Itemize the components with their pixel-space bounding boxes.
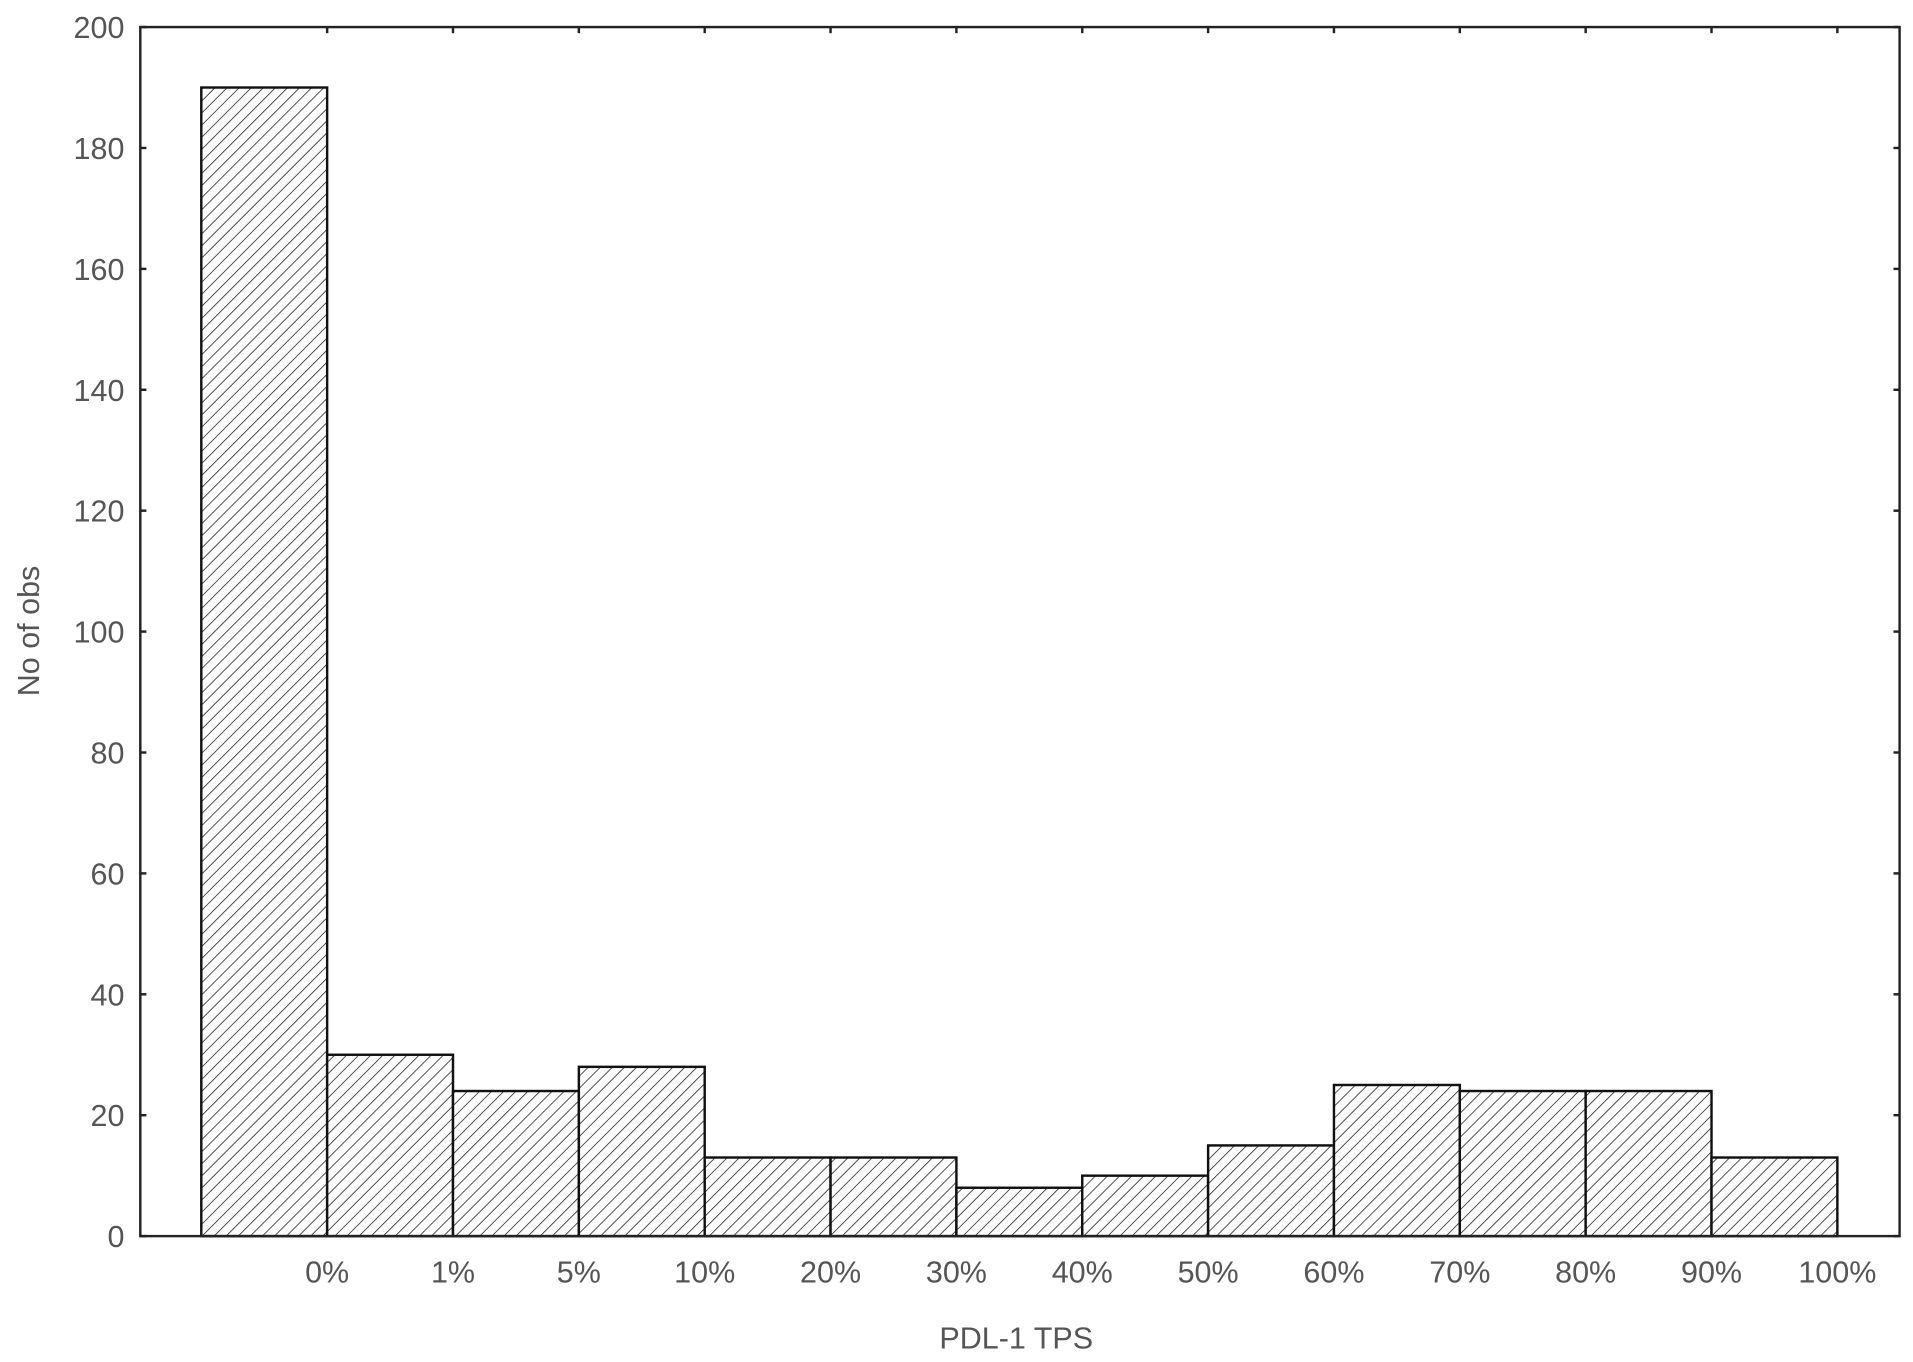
y-axis-label: No of obs <box>12 566 46 697</box>
x-tick-label: 10% <box>674 1255 735 1289</box>
y-tick-label: 140 <box>74 374 125 408</box>
bar-5% <box>451 1089 581 1238</box>
y-tick-label: 120 <box>74 495 125 529</box>
y-tick-label: 100 <box>74 616 125 650</box>
bar-0% <box>200 86 329 1238</box>
x-tick-label: 90% <box>1681 1255 1742 1289</box>
bar-10% <box>577 1065 706 1238</box>
x-tick-label: 0% <box>305 1255 349 1289</box>
bars <box>200 86 1839 1238</box>
y-axis: 0 20 40 60 80 100 120 140 160 180 200 <box>74 11 1900 1254</box>
bar-70% <box>1332 1083 1462 1238</box>
y-tick-label: 20 <box>91 1099 125 1133</box>
x-tick-label: 60% <box>1303 1255 1364 1289</box>
bar-60% <box>1206 1144 1336 1238</box>
bar-30% <box>829 1156 958 1238</box>
x-axis: 0% 1% 5% 10% 20% 30% 40% 50% 60% 70% 80% 90% 100% <box>305 27 1876 1289</box>
bar-80% <box>1458 1089 1587 1238</box>
y-tick-label: 40 <box>91 978 125 1012</box>
x-tick-label: 20% <box>800 1255 861 1289</box>
bar-90% <box>1584 1089 1713 1238</box>
y-tick-label: 0 <box>107 1220 124 1254</box>
x-axis-label: PDL-1 TPS <box>939 1321 1093 1355</box>
y-tick-label: 160 <box>74 253 125 287</box>
x-tick-label: 1% <box>431 1255 475 1289</box>
x-tick-label: 70% <box>1429 1255 1490 1289</box>
bar-50% <box>1081 1174 1210 1238</box>
y-tick-label: 60 <box>91 857 125 891</box>
x-tick-label: 5% <box>557 1255 601 1289</box>
bar-100% <box>1710 1156 1839 1238</box>
x-tick-label: 50% <box>1178 1255 1239 1289</box>
y-tick-label: 180 <box>74 132 125 166</box>
y-tick-label: 80 <box>91 736 125 770</box>
y-tick-label: 200 <box>74 11 125 45</box>
x-tick-label: 40% <box>1052 1255 1113 1289</box>
bar-20% <box>703 1156 832 1238</box>
x-tick-label: 80% <box>1555 1255 1616 1289</box>
x-tick-label: 30% <box>926 1255 987 1289</box>
bar-1% <box>325 1053 455 1238</box>
bar-40% <box>955 1186 1084 1238</box>
x-tick-label: 100% <box>1798 1255 1876 1289</box>
